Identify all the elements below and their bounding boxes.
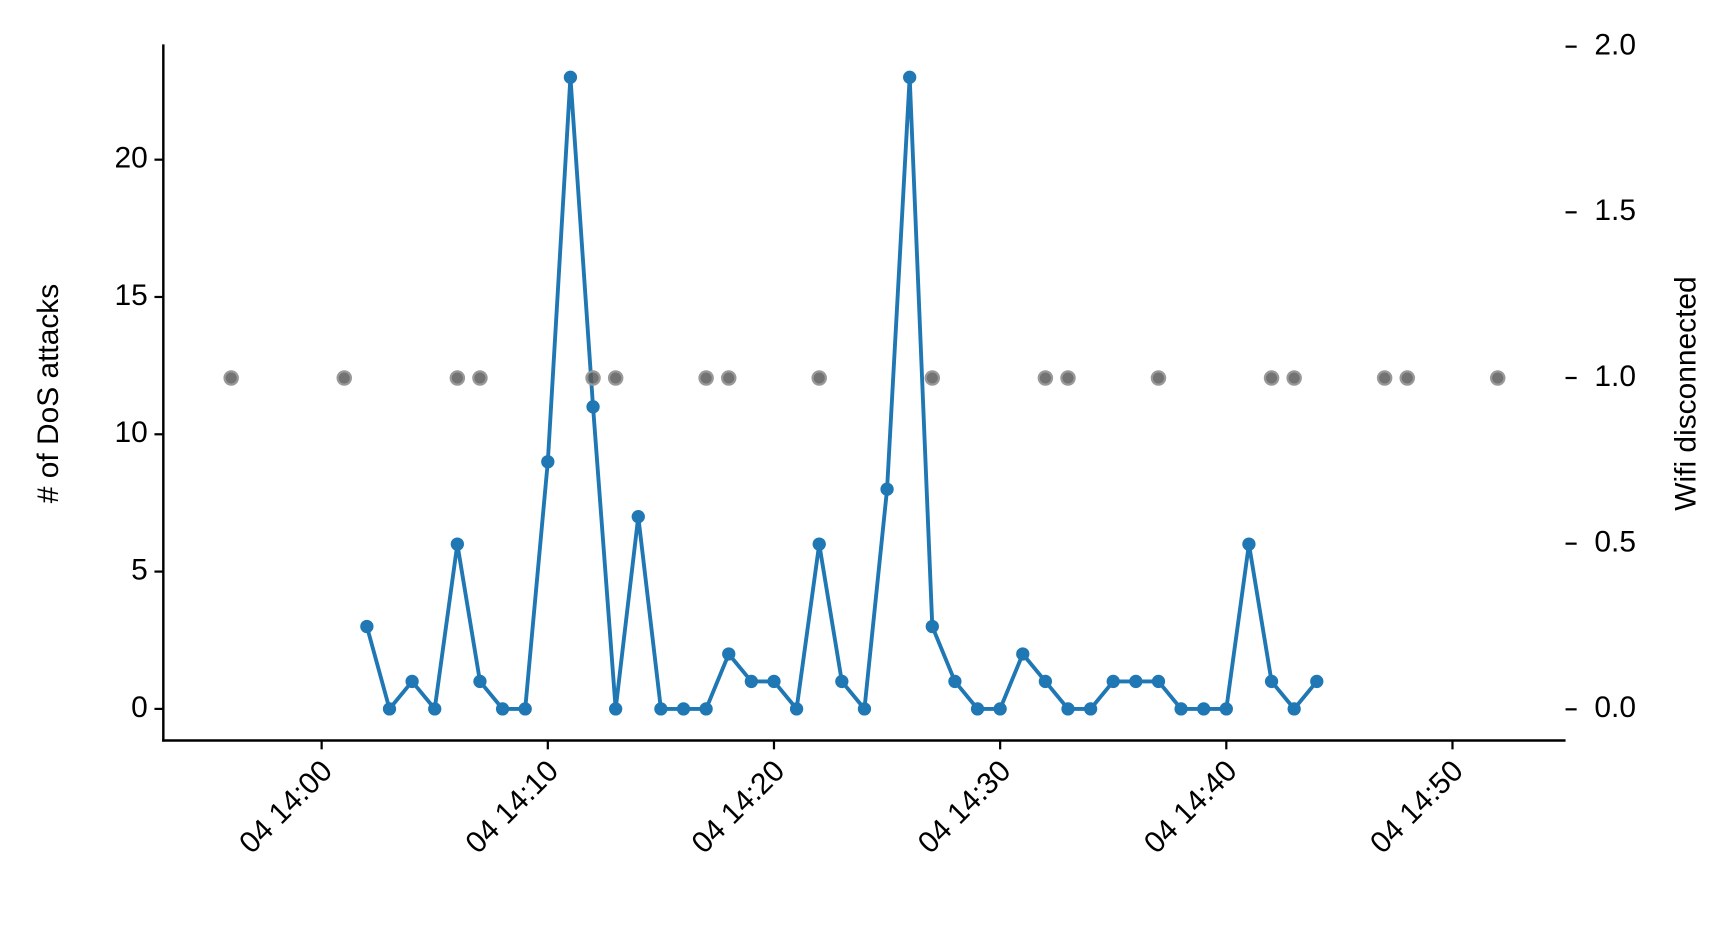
data-point [1038,674,1053,689]
scatter-point [449,370,466,386]
scatter-point [811,370,827,386]
y-tick-label: 20 [115,142,148,175]
data-point [1242,537,1256,551]
data-point [1151,674,1166,689]
data-point [586,400,600,414]
x-tick-label: 04 14:00 [233,754,339,860]
scatter-point [472,370,488,386]
data-point [1310,674,1324,689]
data-point [676,702,691,716]
y2-tick-label: 1.5 [1594,194,1636,227]
data-point [1287,702,1301,716]
data-point [993,702,1007,716]
scatter-point [1399,370,1416,386]
data-point [541,455,555,469]
data-point [518,702,532,716]
data-point [563,70,578,84]
scatter-point [585,370,601,386]
data-point [1264,674,1279,689]
y2-tick-label: 1.0 [1594,360,1636,393]
data-point [450,537,464,551]
scatter-point [1263,370,1280,386]
data-point [1016,647,1030,661]
data-point [360,619,374,634]
scatter-point [223,370,239,386]
y2-tick-label: 0.5 [1594,526,1636,559]
data-point [970,702,985,716]
scatter-point [698,370,714,386]
data-point [722,647,736,661]
data-point [1219,702,1233,716]
data-point [1106,674,1120,689]
data-point [767,674,781,689]
y-tick-label: 0 [131,691,148,724]
data-point [1197,702,1211,716]
data-point [857,702,872,716]
scatter-point [1489,370,1506,386]
data-point [428,702,442,716]
data-point [495,702,510,716]
data-point [925,619,939,634]
scatter-point [1060,370,1076,386]
data-point [789,702,804,716]
data-point [631,510,645,524]
x-tick-label: 04 14:30 [912,754,1018,860]
y-tick-label: 15 [115,279,148,312]
x-tick-label: 04 14:50 [1364,754,1470,860]
data-point [654,702,668,716]
data-point [1083,702,1098,716]
y-tick-label: 5 [131,553,148,586]
y2-tick-label: 0.0 [1594,691,1636,724]
x-tick-label: 04 14:10 [459,754,565,860]
data-point [382,702,397,716]
y-axis-label: # of DoS attacks [32,284,65,503]
data-line [365,75,1319,711]
data-point [473,674,487,689]
data-point [744,674,759,689]
x-tick-label: 04 14:40 [1138,754,1244,860]
scatter-point [720,370,737,386]
y2-tick-label: 2.0 [1594,29,1636,62]
scatter-point [607,370,624,386]
scatter-point [1150,370,1167,386]
scatter-point [924,370,941,386]
y2-axis-label: Wifi disconnected [1669,276,1702,510]
data-point [405,674,419,689]
data-point [1061,702,1075,716]
data-point [1129,674,1143,689]
data-point [812,537,826,551]
data-point [835,674,849,689]
scatter-point [1376,370,1393,386]
data-point [948,674,962,689]
scatter-point [1286,370,1302,386]
y-tick-label: 10 [115,416,148,449]
data-point [609,702,623,716]
scatter-point [1037,370,1054,386]
data-point [699,702,713,716]
data-point [880,482,894,496]
x-tick-label: 04 14:20 [686,754,792,860]
scatter-point [336,370,353,386]
data-point [903,70,917,84]
data-point [1174,702,1188,716]
